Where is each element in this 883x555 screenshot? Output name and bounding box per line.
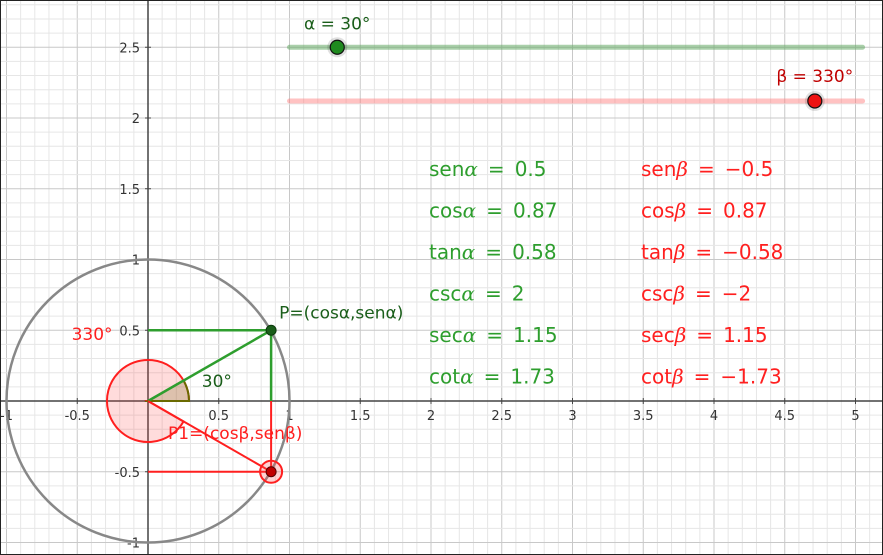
x-tick-label: -0.5 — [65, 409, 90, 424]
point-p-label: P=(cosα,senα) — [279, 303, 403, 323]
alpha-value-variable: α — [460, 365, 474, 389]
beta-value-sen: senβ = −0.5 — [641, 157, 773, 181]
alpha-value-value: 0.58 — [512, 240, 557, 264]
alpha-angle-label: 30° — [202, 372, 232, 392]
beta-value-variable: β — [673, 240, 686, 264]
x-tick-label: 5 — [851, 409, 859, 424]
alpha-value-value: 2 — [512, 282, 525, 306]
beta-value-tan: tanβ = −0.58 — [641, 240, 783, 264]
alpha-value-equals: = — [484, 365, 501, 389]
alpha-radius — [147, 329, 272, 403]
y-tick-label: -0.5 — [115, 466, 140, 481]
beta-value-variable: β — [674, 199, 687, 223]
beta-value-equals: = — [698, 157, 715, 181]
beta-value-equals: = — [695, 282, 712, 306]
point-p1-label: P1=(cosβ,senβ) — [168, 424, 302, 444]
beta-value-variable: β — [672, 282, 685, 306]
beta-value-equals: = — [696, 199, 713, 223]
alpha-value-equals: = — [486, 199, 503, 223]
beta-value-equals: = — [694, 365, 711, 389]
y-tick-label: 1.5 — [119, 183, 140, 198]
beta-slider-knob[interactable] — [807, 93, 823, 109]
y-tick-label: 0.5 — [119, 324, 140, 339]
alpha-value-csc: cscα = 2 — [429, 282, 524, 306]
alpha-value-value: 1.73 — [510, 365, 555, 389]
beta-value-value: −0.58 — [722, 240, 783, 264]
alpha-value-equals: = — [485, 240, 502, 264]
alpha-value-equals: = — [485, 282, 502, 306]
beta-value-value: 0.87 — [723, 199, 768, 223]
alpha-value-equals: = — [486, 323, 503, 347]
alpha-value-variable: α — [462, 240, 476, 264]
alpha-value-equals: = — [488, 157, 505, 181]
alpha-value-cos: cosα = 0.87 — [429, 199, 557, 223]
beta-value-value: −0.5 — [725, 157, 774, 181]
y-tick-label: 2 — [132, 112, 140, 127]
x-tick-label: 3.5 — [633, 409, 654, 424]
alpha-value-cot: cotα = 1.73 — [429, 365, 555, 389]
beta-value-value: −1.73 — [720, 365, 781, 389]
unit-circle-construction: P=(cosα,senα) P1=(cosβ,senβ) 30° 330° — [5, 258, 403, 544]
beta-angle-label: 330° — [72, 325, 113, 345]
x-tick-label: 1.5 — [350, 409, 371, 424]
x-tick-label: 4.5 — [774, 409, 795, 424]
beta-value-fn-name: csc — [641, 282, 673, 306]
beta-value-value: −2 — [722, 282, 751, 306]
beta-value-csc: cscβ = −2 — [641, 282, 751, 306]
beta-value-cot: cotβ = −1.73 — [641, 365, 782, 389]
y-tick-label: -1 — [127, 537, 140, 552]
alpha-value-variable: α — [464, 157, 478, 181]
alpha-value-sen: senα = 0.5 — [429, 157, 547, 181]
x-tick-label: 2.5 — [491, 409, 512, 424]
alpha-value-fn-name: csc — [429, 282, 461, 306]
beta-value-equals: = — [695, 240, 712, 264]
x-tick-label: 4 — [710, 409, 718, 424]
beta-slider-label: β = 330° — [776, 67, 853, 87]
x-tick-label: 2 — [427, 409, 435, 424]
point-p[interactable] — [265, 324, 277, 336]
alpha-value-variable: α — [461, 282, 475, 306]
alpha-value-value: 0.87 — [513, 199, 558, 223]
beta-value-variable: β — [674, 323, 687, 347]
alpha-value-fn-name: sen — [429, 157, 464, 181]
y-tick-label: 2.5 — [119, 41, 140, 56]
alpha-slider-knob[interactable] — [329, 39, 345, 55]
alpha-value-variable: α — [463, 323, 477, 347]
beta-value-fn-name: cot — [641, 365, 672, 389]
beta-value-fn-name: sen — [641, 157, 676, 181]
x-tick-label: 0.5 — [208, 409, 229, 424]
alpha-slider-label: α = 30° — [304, 14, 370, 34]
beta-value-equals: = — [696, 323, 713, 347]
angle-sliders[interactable]: α = 30° β = 330° — [287, 14, 866, 112]
beta-value-sec: secβ = 1.15 — [641, 323, 768, 347]
beta-value-variable: β — [671, 365, 684, 389]
alpha-value-fn-name: tan — [429, 240, 462, 264]
alpha-value-tan: tanα = 0.58 — [429, 240, 557, 264]
x-tick-label: 3 — [568, 409, 576, 424]
alpha-value-fn-name: cot — [429, 365, 460, 389]
beta-angle-sector — [106, 358, 191, 444]
alpha-value-variable: α — [463, 199, 477, 223]
alpha-value-value: 1.15 — [513, 323, 558, 347]
beta-value-value: 1.15 — [723, 323, 768, 347]
beta-value-variable: β — [675, 157, 688, 181]
beta-value-cos: cosβ = 0.87 — [641, 199, 768, 223]
beta-value-fn-name: tan — [641, 240, 674, 264]
beta-radius — [147, 400, 272, 473]
beta-value-fn-name: sec — [641, 323, 675, 347]
alpha-value-sec: secα = 1.15 — [429, 323, 558, 347]
point-p1[interactable] — [265, 466, 277, 478]
alpha-value-value: 0.5 — [515, 157, 547, 181]
alpha-value-fn-name: cos — [429, 199, 463, 223]
alpha-value-fn-name: sec — [429, 323, 463, 347]
unit-circle — [5, 258, 291, 544]
beta-value-fn-name: cos — [641, 199, 675, 223]
